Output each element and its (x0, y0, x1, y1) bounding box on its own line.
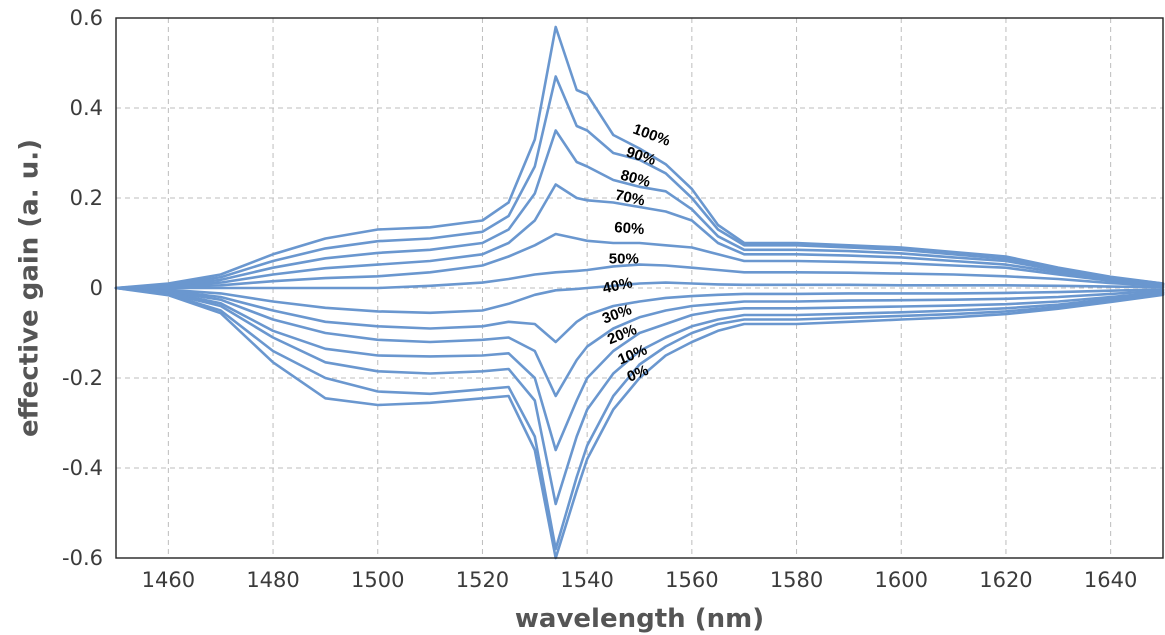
x-tick-label: 1560 (665, 568, 718, 592)
series-line-80pct (114, 129, 1165, 290)
x-tick-label: 1520 (456, 568, 509, 592)
y-tick-label: -0.6 (62, 546, 103, 570)
series-line-70pct (114, 183, 1165, 290)
x-axis-label: wavelength (nm) (515, 604, 764, 634)
series-line-30pct (114, 286, 1165, 344)
x-tick-label: 1540 (560, 568, 613, 592)
y-tick-label: 0.6 (70, 6, 103, 30)
series-line-40pct (114, 281, 1165, 315)
percent-label: 70% (614, 187, 647, 210)
x-tick-label: 1580 (770, 568, 823, 592)
x-tick-label: 1600 (875, 568, 928, 592)
series-lines (114, 25, 1165, 560)
y-tick-label: 0.4 (70, 96, 103, 120)
x-tick-label: 1620 (979, 568, 1032, 592)
series-line-90pct (114, 75, 1165, 290)
percent-label: 60% (614, 219, 645, 238)
y-axis-label: effective gain (a. u.) (15, 139, 45, 437)
x-tick-label: 1500 (351, 568, 404, 592)
series-line-60pct (114, 232, 1165, 290)
series-line-50pct (114, 263, 1165, 290)
series-line-0pct (114, 286, 1165, 506)
y-tick-labels: -0.6 -0.4 -0.2 0 0.2 0.4 0.6 (62, 6, 103, 570)
x-tick-labels: 1460 1480 1500 1520 1540 1560 1580 1600 1620 1640 (142, 568, 1138, 592)
plot-frame (115, 17, 1164, 559)
y-tick-label: -0.2 (62, 366, 103, 390)
series-line-unlabeled-11 (114, 286, 1165, 551)
x-tick-label: 1480 (246, 568, 299, 592)
y-tick-label: -0.4 (62, 456, 103, 480)
percent-label: 90% (624, 144, 658, 169)
series-line-20pct (114, 286, 1165, 398)
x-tick-label: 1460 (142, 568, 195, 592)
y-tick-label: 0.2 (70, 186, 103, 210)
x-tick-label: 1640 (1084, 568, 1137, 592)
percent-label: 40% (601, 274, 634, 297)
percent-label: 0% (625, 362, 651, 386)
series-line-unlabeled-12 (114, 286, 1165, 560)
y-tick-label: 0 (90, 276, 103, 300)
series-line-10pct (114, 286, 1165, 452)
series-line-100pct (114, 25, 1165, 290)
percent-label: 50% (609, 250, 639, 267)
